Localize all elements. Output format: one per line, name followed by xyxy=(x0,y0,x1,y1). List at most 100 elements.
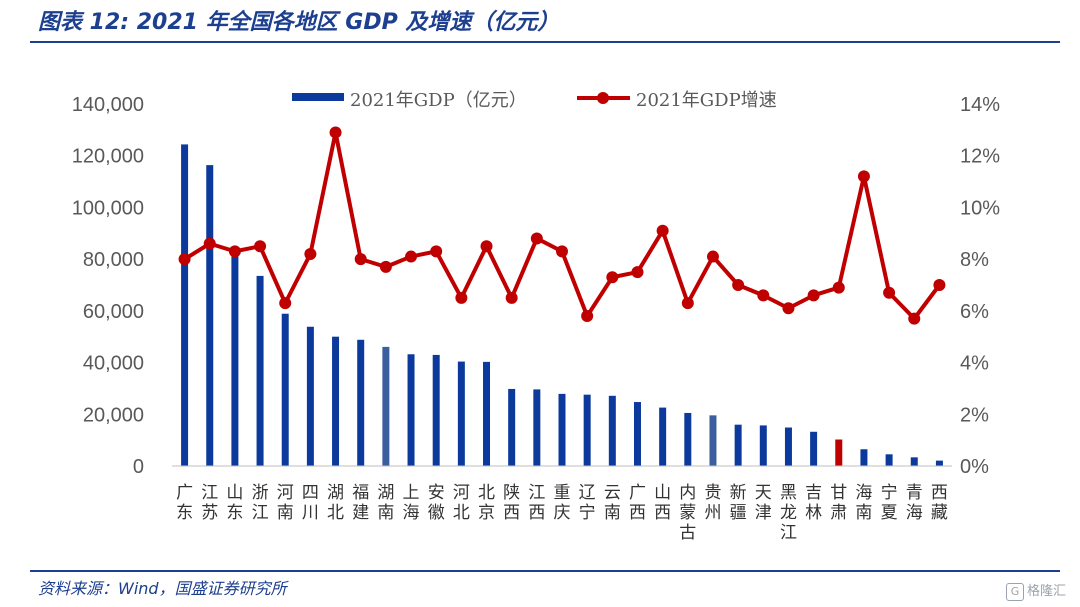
growth-point xyxy=(530,232,543,245)
gdp-bar xyxy=(332,336,340,466)
legend-bar-swatch xyxy=(292,93,344,101)
category-label: 北京 xyxy=(478,483,495,523)
category-label: 四川 xyxy=(302,483,319,523)
source-note: 资料来源：Wind，国盛证券研究所 xyxy=(38,579,287,598)
category-label: 山西 xyxy=(654,483,671,523)
gdp-bar xyxy=(633,402,641,466)
left-axis-tick-label: 120,000 xyxy=(72,146,144,168)
gdp-bar xyxy=(281,313,289,466)
growth-point xyxy=(706,250,719,263)
category-label: 广西 xyxy=(629,483,646,523)
category-label: 安徽 xyxy=(428,483,445,523)
legend-line-marker xyxy=(597,92,609,104)
growth-point xyxy=(228,245,241,258)
category-label: 河北 xyxy=(453,483,470,523)
gdp-bar xyxy=(583,394,591,466)
gdp-bar xyxy=(432,354,440,466)
category-label: 海南 xyxy=(855,483,872,523)
category-label: 西藏 xyxy=(931,483,948,523)
growth-point xyxy=(405,250,418,263)
gdp-bar xyxy=(231,251,239,466)
left-axis-tick-label: 140,000 xyxy=(72,94,144,116)
gdp-bar xyxy=(860,449,868,466)
growth-point xyxy=(279,297,292,310)
category-label: 内蒙古 xyxy=(679,483,696,543)
gdp-bar xyxy=(181,144,189,466)
gdp-bar xyxy=(885,454,893,466)
growth-point xyxy=(203,237,216,250)
watermark-text: 格隆汇 xyxy=(1026,584,1066,599)
right-axis-tick-label: 0% xyxy=(960,456,989,478)
gdp-bar xyxy=(935,460,943,466)
category-label: 吉林 xyxy=(805,483,822,523)
gdp-bar xyxy=(784,427,792,466)
category-label: 天津 xyxy=(755,483,772,523)
growth-point xyxy=(455,291,468,304)
title-rule xyxy=(30,41,1060,43)
left-axis-tick-label: 100,000 xyxy=(72,197,144,219)
left-axis-tick-label: 60,000 xyxy=(83,301,144,323)
category-label: 福建 xyxy=(352,483,369,523)
gdp-bar xyxy=(306,326,314,466)
growth-point xyxy=(254,240,267,253)
gdp-bar xyxy=(508,388,516,466)
growth-point xyxy=(883,286,896,299)
category-label: 新疆 xyxy=(730,483,747,523)
growth-point xyxy=(908,312,921,325)
growth-point xyxy=(354,253,367,266)
growth-point xyxy=(757,289,770,302)
growth-point xyxy=(581,310,594,323)
growth-point xyxy=(807,289,820,302)
right-axis-tick-label: 10% xyxy=(960,197,1000,219)
category-label: 湖北 xyxy=(327,483,344,523)
growth-point xyxy=(606,271,619,284)
growth-point xyxy=(933,279,946,291)
category-label: 湖南 xyxy=(377,483,394,523)
category-label: 宁夏 xyxy=(881,483,898,523)
left-axis-tick-label: 80,000 xyxy=(83,249,144,271)
gdp-bar xyxy=(206,165,214,466)
right-axis-tick-label: 2% xyxy=(960,404,989,426)
growth-point xyxy=(178,253,191,266)
right-axis-tick-label: 14% xyxy=(960,94,1000,116)
category-label: 陕西 xyxy=(503,483,520,523)
gdp-bar xyxy=(558,393,566,466)
gdp-bar xyxy=(910,457,918,466)
left-axis-tick-label: 0 xyxy=(133,456,144,478)
right-axis-tick-label: 12% xyxy=(960,146,1000,168)
growth-point xyxy=(857,170,870,183)
growth-line xyxy=(183,130,942,321)
category-label: 河南 xyxy=(277,483,294,523)
growth-point xyxy=(379,260,392,273)
gdp-bar xyxy=(835,439,843,466)
growth-point xyxy=(631,266,644,279)
legend-line-label: 2021年GDP增速 xyxy=(636,90,777,111)
watermark: G 格隆汇 xyxy=(1005,580,1066,601)
gdp-bar xyxy=(759,425,767,466)
gdp-bar xyxy=(709,415,717,466)
gdp-bar xyxy=(407,354,415,466)
gdp-bar xyxy=(533,389,541,466)
right-axis-tick-label: 8% xyxy=(960,249,989,271)
left-axis-tick-label: 20,000 xyxy=(83,404,144,426)
legend-bar-label: 2021年GDP（亿元） xyxy=(350,90,527,111)
growth-point xyxy=(556,245,568,258)
growth-point xyxy=(304,247,317,260)
gdp-bar xyxy=(382,346,390,466)
footer-rule xyxy=(30,570,1060,572)
category-label: 浙江 xyxy=(252,483,269,523)
growth-point xyxy=(832,281,845,294)
gdp-bar xyxy=(734,424,742,466)
chart-title: 图表 12: 2021 年全国各地区 GDP 及增速（亿元） xyxy=(38,10,560,35)
gdp-bar xyxy=(659,407,667,466)
category-label: 江西 xyxy=(528,483,545,523)
category-label: 广东 xyxy=(176,483,193,523)
growth-point xyxy=(480,240,493,253)
category-label: 云南 xyxy=(604,483,621,523)
growth-point xyxy=(782,302,795,315)
gdp-bar xyxy=(357,339,365,466)
category-label: 辽宁 xyxy=(579,483,596,523)
category-label: 黑龙江 xyxy=(780,483,797,543)
category-label: 贵州 xyxy=(704,483,721,523)
gdp-bar xyxy=(256,275,264,466)
